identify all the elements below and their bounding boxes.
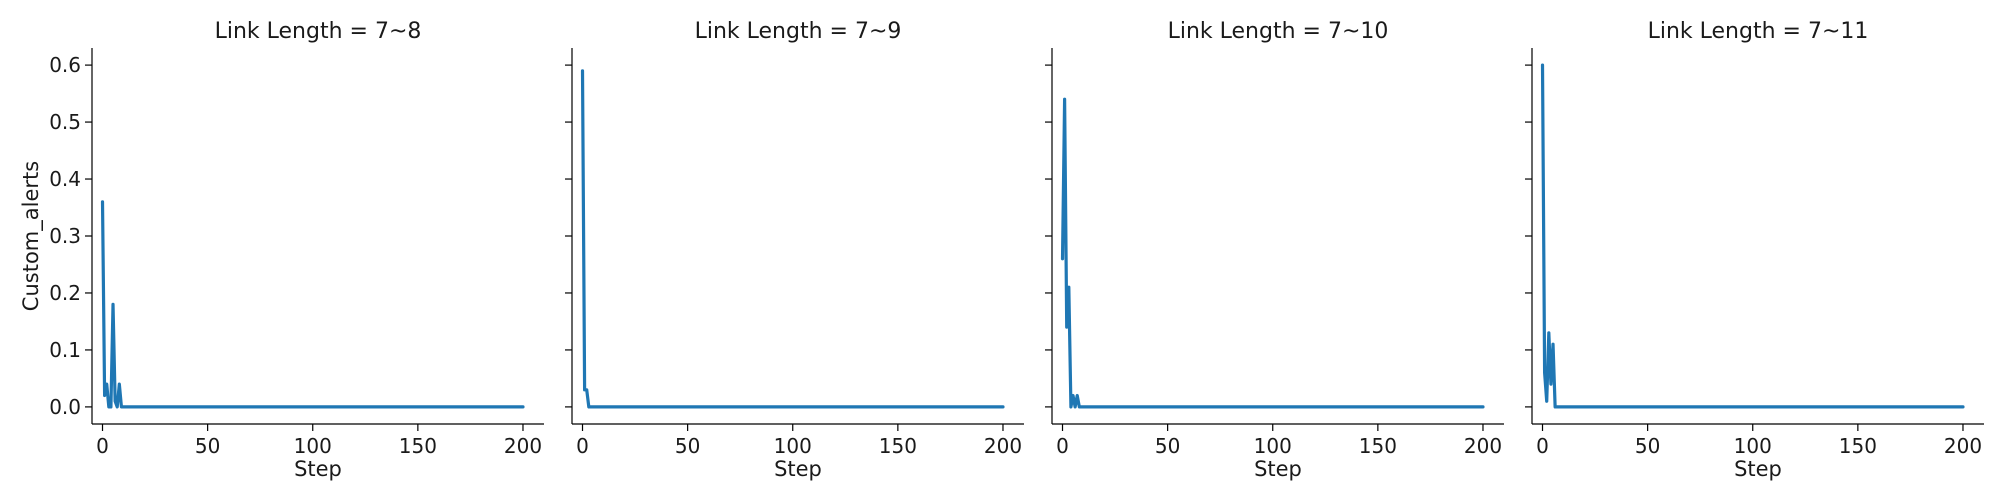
panel-title: Link Length = 7~9 bbox=[695, 19, 902, 44]
y-axis-title: Custom_alerts bbox=[19, 161, 44, 311]
x-tick-label: 50 bbox=[195, 434, 220, 458]
x-tick-label: 150 bbox=[1839, 434, 1877, 458]
x-tick-label: 200 bbox=[984, 434, 1022, 458]
x-tick-label: 0 bbox=[96, 434, 109, 458]
series-line bbox=[1540, 63, 1965, 409]
x-tick-label: 0 bbox=[1056, 434, 1069, 458]
x-axis-title: Step bbox=[774, 457, 822, 481]
x-tick-label: 100 bbox=[294, 434, 332, 458]
panel-title: Link Length = 7~11 bbox=[1648, 19, 1869, 44]
y-tick-label: 0.3 bbox=[49, 224, 81, 248]
x-tick-label: 50 bbox=[675, 434, 700, 458]
x-tick-label: 150 bbox=[399, 434, 437, 458]
series-line bbox=[580, 69, 1005, 409]
x-axis-title: Step bbox=[1254, 457, 1302, 481]
y-tick-label: 0.4 bbox=[49, 167, 81, 191]
x-tick-label: 100 bbox=[1734, 434, 1772, 458]
y-tick-label: 0.2 bbox=[49, 281, 81, 305]
series-line bbox=[100, 200, 525, 409]
y-tick-label: 0.5 bbox=[49, 110, 81, 134]
x-tick-label: 100 bbox=[774, 434, 812, 458]
x-tick-label: 200 bbox=[504, 434, 542, 458]
y-tick-label: 0.6 bbox=[49, 53, 81, 77]
panel-title: Link Length = 7~10 bbox=[1168, 19, 1389, 44]
y-tick-label: 0.1 bbox=[49, 338, 81, 362]
x-tick-label: 0 bbox=[576, 434, 589, 458]
x-tick-label: 150 bbox=[879, 434, 917, 458]
x-axis-title: Step bbox=[1734, 457, 1782, 481]
x-tick-label: 200 bbox=[1464, 434, 1502, 458]
x-tick-label: 50 bbox=[1155, 434, 1180, 458]
series-line bbox=[1060, 97, 1485, 409]
x-tick-label: 0 bbox=[1536, 434, 1549, 458]
x-tick-label: 200 bbox=[1944, 434, 1982, 458]
x-tick-label: 100 bbox=[1254, 434, 1292, 458]
y-tick-label: 0.0 bbox=[49, 395, 81, 419]
x-axis-title: Step bbox=[294, 457, 342, 481]
x-tick-label: 50 bbox=[1635, 434, 1660, 458]
x-tick-label: 150 bbox=[1359, 434, 1397, 458]
panel-title: Link Length = 7~8 bbox=[215, 19, 422, 44]
